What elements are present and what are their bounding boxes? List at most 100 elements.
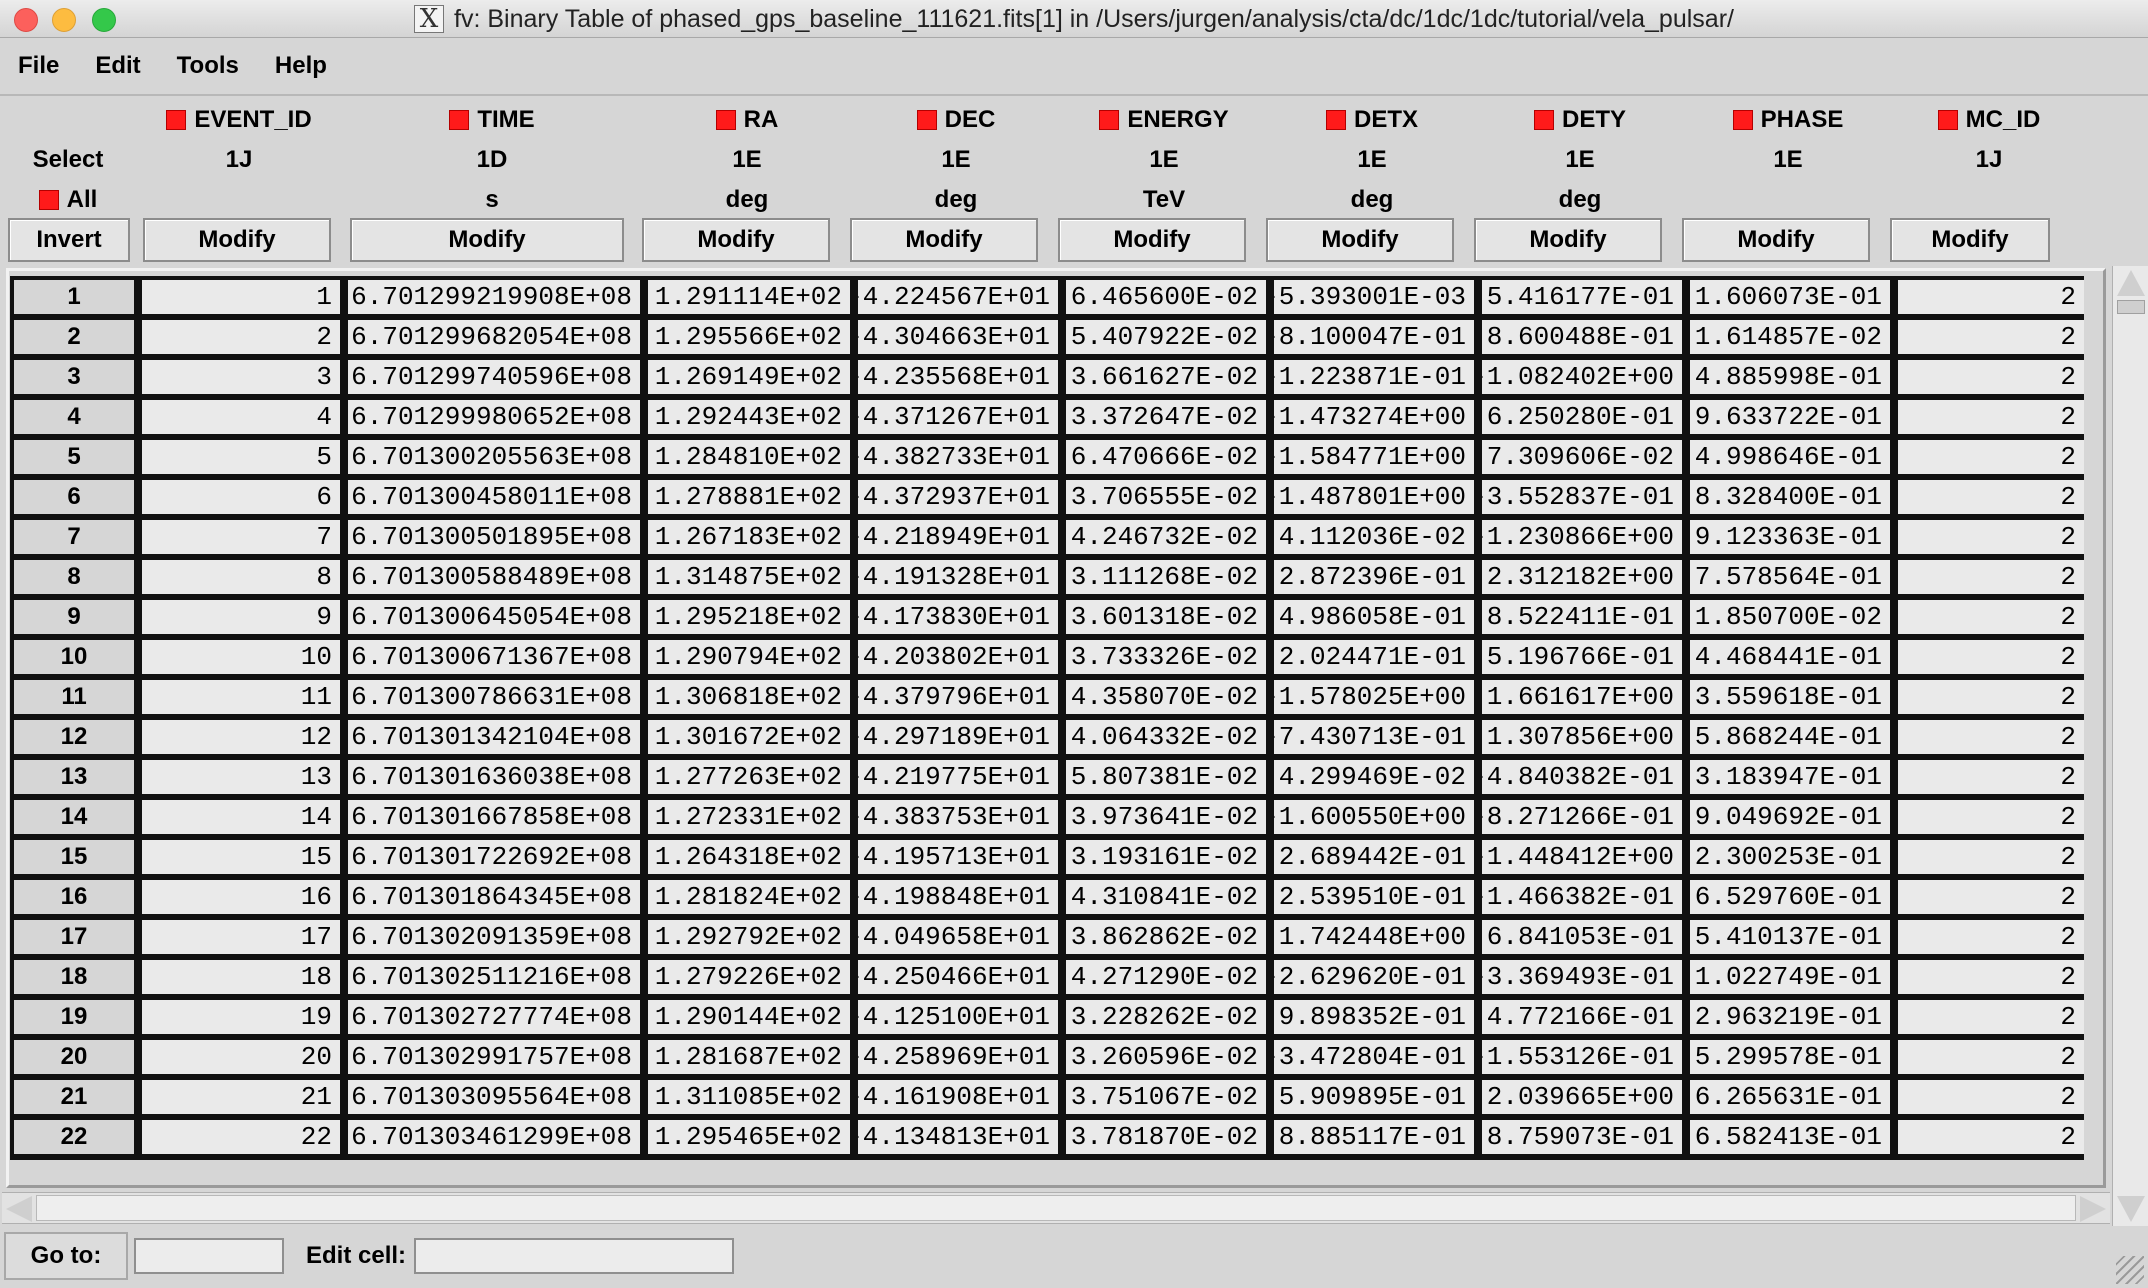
table-cell-time[interactable]: 6.701299219908E+08 xyxy=(348,280,640,314)
row-number[interactable]: 14 xyxy=(14,800,134,834)
table-cell-dety[interactable]: 1.661617E+00 xyxy=(1482,680,1682,714)
table-cell-dec[interactable]: -4.219775E+01 xyxy=(858,760,1058,794)
table-cell-mc-id[interactable]: 2 xyxy=(1898,1120,2084,1154)
table-cell-energy[interactable]: 6.470666E-02 xyxy=(1066,440,1266,474)
table-cell-energy[interactable]: 3.733326E-02 xyxy=(1066,640,1266,674)
table-cell-dety[interactable]: -8.271266E-01 xyxy=(1482,800,1682,834)
table-cell-mc-id[interactable]: 2 xyxy=(1898,840,2084,874)
table-cell-ra[interactable]: 1.291114E+02 xyxy=(648,280,850,314)
column-select-checkbox-energy[interactable] xyxy=(1099,110,1120,130)
table-cell-dec[interactable]: -4.258969E+01 xyxy=(858,1040,1058,1074)
table-cell-mc-id[interactable]: 2 xyxy=(1898,880,2084,914)
table-cell-time[interactable]: 6.701302727774E+08 xyxy=(348,1000,640,1034)
table-cell-detx[interactable]: -3.472804E-01 xyxy=(1274,1040,1474,1074)
table-cell-mc-id[interactable]: 2 xyxy=(1898,600,2084,634)
table-cell-dety[interactable]: 2.039665E+00 xyxy=(1482,1080,1682,1114)
table-cell-phase[interactable]: 8.328400E-01 xyxy=(1690,480,1890,514)
table-cell-time[interactable]: 6.701300501895E+08 xyxy=(348,520,640,554)
table-cell-ra[interactable]: 1.284810E+02 xyxy=(648,440,850,474)
table-cell-energy[interactable]: 4.064332E-02 xyxy=(1066,720,1266,754)
table-cell-energy[interactable]: 3.751067E-02 xyxy=(1066,1080,1266,1114)
row-number[interactable]: 12 xyxy=(14,720,134,754)
table-cell-event-id[interactable]: 16 xyxy=(142,880,340,914)
scroll-right-arrow-icon[interactable] xyxy=(2080,1196,2106,1222)
table-cell-event-id[interactable]: 6 xyxy=(142,480,340,514)
table-cell-ra[interactable]: 1.277263E+02 xyxy=(648,760,850,794)
table-cell-event-id[interactable]: 3 xyxy=(142,360,340,394)
modify-button-time[interactable]: Modify xyxy=(350,218,624,262)
table-cell-energy[interactable]: 4.271290E-02 xyxy=(1066,960,1266,994)
row-number[interactable]: 7 xyxy=(14,520,134,554)
table-cell-energy[interactable]: 3.193161E-02 xyxy=(1066,840,1266,874)
table-cell-detx[interactable]: -1.487801E+00 xyxy=(1274,480,1474,514)
table-cell-dec[interactable]: -4.134813E+01 xyxy=(858,1120,1058,1154)
table-cell-dety[interactable]: 5.196766E-01 xyxy=(1482,640,1682,674)
table-cell-phase[interactable]: 6.582413E-01 xyxy=(1690,1120,1890,1154)
table-cell-ra[interactable]: 1.290794E+02 xyxy=(648,640,850,674)
row-number[interactable]: 18 xyxy=(14,960,134,994)
column-select-checkbox-phase[interactable] xyxy=(1732,110,1753,130)
table-cell-phase[interactable]: 4.885998E-01 xyxy=(1690,360,1890,394)
column-select-checkbox-ra[interactable] xyxy=(715,110,736,130)
table-cell-phase[interactable]: 9.123363E-01 xyxy=(1690,520,1890,554)
table-cell-event-id[interactable]: 5 xyxy=(142,440,340,474)
table-cell-phase[interactable]: 2.300253E-01 xyxy=(1690,840,1890,874)
row-number[interactable]: 16 xyxy=(14,880,134,914)
table-cell-event-id[interactable]: 18 xyxy=(142,960,340,994)
row-number[interactable]: 5 xyxy=(14,440,134,474)
table-cell-phase[interactable]: 5.299578E-01 xyxy=(1690,1040,1890,1074)
table-cell-ra[interactable]: 1.290144E+02 xyxy=(648,1000,850,1034)
row-number[interactable]: 21 xyxy=(14,1080,134,1114)
table-cell-phase[interactable]: 3.183947E-01 xyxy=(1690,760,1890,794)
table-cell-time[interactable]: 6.701299980652E+08 xyxy=(348,400,640,434)
table-cell-dec[interactable]: -4.203802E+01 xyxy=(858,640,1058,674)
horizontal-scrollbar[interactable] xyxy=(2,1192,2110,1224)
vertical-scrollbar[interactable] xyxy=(2112,266,2148,1226)
table-cell-phase[interactable]: 1.606073E-01 xyxy=(1690,280,1890,314)
table-cell-time[interactable]: 6.701300645054E+08 xyxy=(348,600,640,634)
table-cell-energy[interactable]: 4.358070E-02 xyxy=(1066,680,1266,714)
table-cell-time[interactable]: 6.701301864345E+08 xyxy=(348,880,640,914)
row-number[interactable]: 8 xyxy=(14,560,134,594)
table-cell-energy[interactable]: 3.260596E-02 xyxy=(1066,1040,1266,1074)
column-select-checkbox-event-id[interactable] xyxy=(166,110,187,130)
table-cell-event-id[interactable]: 12 xyxy=(142,720,340,754)
table-cell-ra[interactable]: 1.279226E+02 xyxy=(648,960,850,994)
table-cell-dec[interactable]: -4.383753E+01 xyxy=(858,800,1058,834)
table-cell-event-id[interactable]: 17 xyxy=(142,920,340,954)
table-cell-event-id[interactable]: 7 xyxy=(142,520,340,554)
table-cell-mc-id[interactable]: 2 xyxy=(1898,360,2084,394)
table-cell-mc-id[interactable]: 2 xyxy=(1898,1040,2084,1074)
modify-button-energy[interactable]: Modify xyxy=(1058,218,1246,262)
table-cell-dec[interactable]: -4.372937E+01 xyxy=(858,480,1058,514)
table-cell-time[interactable]: 6.701301342104E+08 xyxy=(348,720,640,754)
goto-button[interactable]: Go to: xyxy=(4,1232,128,1280)
table-cell-phase[interactable]: 6.265631E-01 xyxy=(1690,1080,1890,1114)
table-cell-mc-id[interactable]: 2 xyxy=(1898,760,2084,794)
table-cell-dety[interactable]: -1.082402E+00 xyxy=(1482,360,1682,394)
table-cell-dec[interactable]: -4.125100E+01 xyxy=(858,1000,1058,1034)
table-cell-time[interactable]: 6.701302091359E+08 xyxy=(348,920,640,954)
table-cell-phase[interactable]: 1.022749E-01 xyxy=(1690,960,1890,994)
scroll-down-arrow-icon[interactable] xyxy=(2117,1196,2145,1222)
table-cell-mc-id[interactable]: 2 xyxy=(1898,280,2084,314)
table-cell-dec[interactable]: -4.235568E+01 xyxy=(858,360,1058,394)
table-cell-energy[interactable]: 5.407922E-02 xyxy=(1066,320,1266,354)
table-cell-dety[interactable]: 8.522411E-01 xyxy=(1482,600,1682,634)
goto-input[interactable] xyxy=(134,1238,284,1274)
row-number[interactable]: 6 xyxy=(14,480,134,514)
table-cell-energy[interactable]: 3.601318E-02 xyxy=(1066,600,1266,634)
table-cell-detx[interactable]: 4.986058E-01 xyxy=(1274,600,1474,634)
table-cell-mc-id[interactable]: 2 xyxy=(1898,680,2084,714)
maximize-window-button[interactable] xyxy=(92,8,116,32)
table-cell-time[interactable]: 6.701300458011E+08 xyxy=(348,480,640,514)
table-cell-dety[interactable]: -4.840382E-01 xyxy=(1482,760,1682,794)
menu-help[interactable]: Help xyxy=(274,52,327,79)
table-cell-mc-id[interactable]: 2 xyxy=(1898,400,2084,434)
table-cell-dety[interactable]: 8.600488E-01 xyxy=(1482,320,1682,354)
table-cell-detx[interactable]: -2.629620E-01 xyxy=(1274,960,1474,994)
table-cell-ra[interactable]: 1.292792E+02 xyxy=(648,920,850,954)
scroll-left-arrow-icon[interactable] xyxy=(6,1196,32,1222)
table-cell-detx[interactable]: 8.885117E-01 xyxy=(1274,1120,1474,1154)
table-cell-dec[interactable]: -4.173830E+01 xyxy=(858,600,1058,634)
